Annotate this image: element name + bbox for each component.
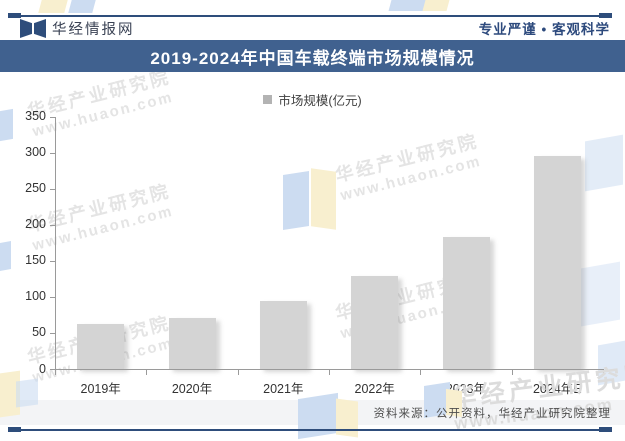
legend-label: 市场规模(亿元) [278,94,362,108]
bar-2020年 [168,317,216,370]
bottom-divider-cap-left [8,427,21,432]
y-axis-tick [50,188,55,190]
header-slogan: 专业严谨 • 客观科学 [478,22,610,37]
x-axis-label: 2024年E [532,381,582,396]
x-axis-tick [603,369,604,375]
x-axis-tick [55,369,56,375]
brand-name: 华经情报网 [52,22,135,38]
y-axis-tick [50,116,55,118]
x-axis-tick [237,369,239,375]
watermark-shape [16,378,38,408]
watermark-shape [336,398,358,438]
bar-2022年 [351,276,399,370]
chart-title: 2019-2024年中国车载终端市场规模情况 [150,48,475,68]
bar-2023年 [442,237,490,370]
chart-legend: 市场规模(亿元) [0,90,625,109]
watermark-shape [298,392,338,440]
x-axis-tick [511,369,513,375]
y-axis-tick [50,332,55,334]
y-axis-tick [50,224,55,226]
y-axis-tick [50,260,55,262]
x-axis-label: 2019年 [80,381,121,396]
y-axis-label: 0 [39,361,46,376]
x-axis-tick [146,369,148,375]
y-axis-label: 300 [25,145,46,160]
top-divider-cap-right [599,13,612,18]
site-header: 华经情报网 专业严谨 • 客观科学 [0,16,625,40]
x-axis-label: 2021年 [263,381,304,396]
x-axis-label: 2020年 [171,381,213,396]
title-banner: 2019-2024年中国车载终端市场规模情况 [0,40,625,72]
x-axis-tick [420,369,422,375]
bar-2021年 [259,300,307,370]
y-axis-label: 50 [32,325,46,340]
y-axis-tick [50,369,55,370]
logo-left-page [20,19,32,38]
bottom-divider [8,429,612,431]
logo-right-page [34,19,46,38]
x-axis-label: 2022年 [354,381,395,396]
y-axis-label: 100 [25,289,46,304]
y-axis-label: 150 [25,253,46,268]
y-axis-tick [50,296,55,298]
top-divider [8,15,612,17]
y-axis-line [54,117,56,370]
y-axis-label: 200 [25,217,46,232]
x-axis-line [54,369,604,370]
huaon-logo-icon [20,19,46,38]
y-axis-tick [50,152,55,154]
bottom-divider-cap-right [599,427,612,432]
top-divider-cap-left [8,13,21,18]
legend-marker-icon [263,95,273,104]
y-axis-label: 350 [25,109,46,123]
bar-2019年 [77,324,125,370]
x-axis-tick [329,369,330,375]
y-axis-label: 250 [25,181,46,196]
data-source-note: 资料来源：公开资料，华经产业研究院整理 [373,408,611,420]
bar-2024年E [533,155,581,370]
